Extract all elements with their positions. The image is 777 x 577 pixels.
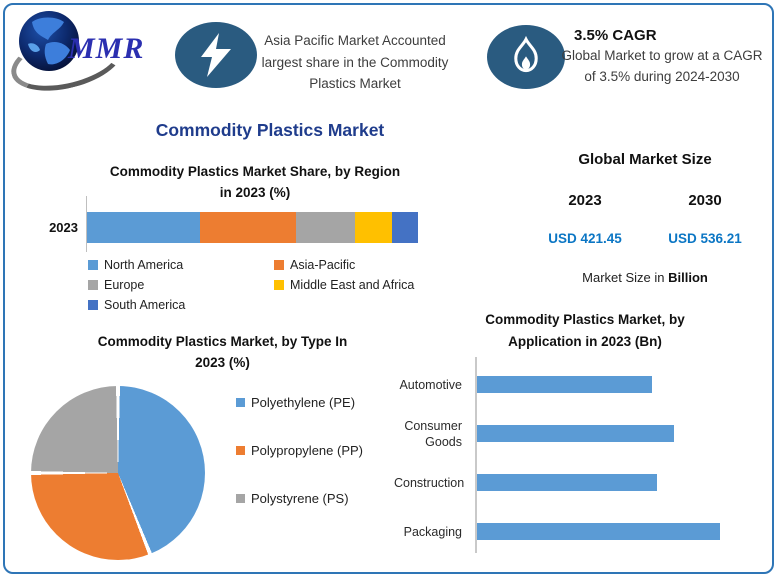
region-bar-segment (295, 212, 356, 243)
legend-item: Europe (88, 275, 274, 295)
globe-icon (18, 10, 80, 72)
market-size-note-unit: Billion (668, 270, 708, 285)
legend-label: Middle East and Africa (290, 278, 415, 292)
market-size-year-2030: 2030 (688, 192, 722, 209)
global-market-size-panel: Global Market Size 2023 2030 USD 421.45 … (525, 151, 765, 285)
legend-label: North America (104, 258, 184, 272)
application-bar-row: Construction (394, 458, 754, 507)
legend-label: Asia-Pacific (290, 258, 356, 272)
market-size-note: Market Size in Billion (525, 270, 765, 285)
region-legend: North America Europe South America Asia-Pa… (88, 255, 414, 315)
legend-label: Polyethylene (PE) (251, 394, 356, 410)
market-size-year-2023: 2023 (568, 192, 602, 209)
legend-label: South America (104, 298, 186, 312)
region-bar-segment (355, 212, 392, 243)
application-bar-row: Automotive (394, 360, 754, 409)
application-chart-title: Commodity Plastics Market, by Applicatio… (420, 309, 750, 353)
application-chart-title-line1: Commodity Plastics Market, by (485, 312, 685, 327)
legend-label: Europe (104, 278, 145, 292)
type-pie-legend: Polyethylene (PE) Polypropylene (PP) Polys… (236, 392, 363, 536)
region-chart-title-line2: in 2023 (%) (219, 185, 291, 200)
legend-item: Polyethylene (PE) (236, 392, 363, 412)
region-legend-col1: North America Europe South America (88, 255, 274, 315)
region-bar-segment (199, 212, 296, 243)
application-axis-line (475, 357, 477, 553)
bar (477, 474, 657, 491)
market-size-value-2030: USD 536.21 (668, 231, 742, 246)
legend-item: South America (88, 295, 274, 315)
region-axis-line (86, 196, 87, 252)
region-bar-segment (87, 212, 200, 243)
bar-category-label: Consumer Goods (404, 418, 462, 449)
region-bar-segment (391, 212, 418, 243)
application-chart-title-line2: Application in 2023 (Bn) (508, 334, 662, 349)
bar-track (477, 425, 720, 442)
legend-label: Polystyrene (PS) (251, 490, 349, 506)
legend-item: Asia-Pacific (274, 255, 414, 275)
bar (477, 523, 720, 540)
legend-swatch (274, 280, 284, 290)
legend-swatch (88, 300, 98, 310)
type-chart-title-line2: 2023 (%) (195, 355, 250, 370)
bar-category-label: Packaging (403, 524, 462, 539)
region-stacked-bar (87, 212, 418, 243)
legend-swatch (274, 260, 284, 270)
cagr-block: 3.5% CAGR Global Market to grow at a CAG… (560, 27, 764, 87)
type-pie-chart (31, 386, 205, 560)
application-bar-row: Packaging (394, 507, 754, 556)
bar-track (477, 523, 720, 540)
cagr-title: 3.5% CAGR (574, 27, 657, 44)
legend-swatch (88, 260, 98, 270)
region-chart-title: Commodity Plastics Market Share, by Regi… (30, 161, 480, 203)
bar-track (477, 474, 720, 491)
legend-item: Middle East and Africa (274, 275, 414, 295)
bar-category-label: Construction (394, 475, 465, 490)
highlight-asia-pacific-text: Asia Pacific Market Accounted largest sh… (261, 33, 449, 91)
logo-text: MMR (68, 32, 145, 65)
cagr-text: Global Market to grow at a CAGR of 3.5% … (561, 48, 763, 84)
type-chart-title-line1: Commodity Plastics Market, by Type In (97, 334, 348, 349)
region-chart-title-line1: Commodity Plastics Market Share, by Regi… (109, 164, 401, 179)
application-bar-chart: Automotive Consumer Goods Construction Pack… (394, 357, 754, 556)
bar-category-label: Automotive (399, 377, 462, 392)
legend-swatch (236, 397, 245, 407)
mmr-logo: MMR (5, 8, 162, 101)
market-size-value-2023: USD 421.45 (548, 231, 622, 246)
type-chart-title: Commodity Plastics Market, by Type In 20… (50, 331, 395, 373)
bar (477, 376, 652, 393)
application-bar-row: Consumer Goods (394, 409, 754, 458)
legend-swatch (88, 280, 98, 290)
market-size-title: Global Market Size (578, 151, 712, 168)
region-category-label: 2023 (49, 220, 78, 235)
market-size-note-prefix: Market Size in (582, 270, 669, 285)
bar (477, 425, 674, 442)
legend-item: Polypropylene (PP) (236, 440, 363, 460)
flame-icon (487, 25, 565, 89)
lightning-icon (175, 22, 257, 88)
legend-swatch (236, 445, 245, 455)
region-legend-col2: Asia-Pacific Middle East and Africa (274, 255, 414, 315)
bar-track (477, 376, 720, 393)
legend-swatch (236, 493, 245, 503)
legend-item: Polystyrene (PS) (236, 488, 363, 508)
page-title: Commodity Plastics Market (155, 120, 385, 140)
legend-item: North America (88, 255, 274, 275)
legend-label: Polypropylene (PP) (251, 442, 363, 458)
